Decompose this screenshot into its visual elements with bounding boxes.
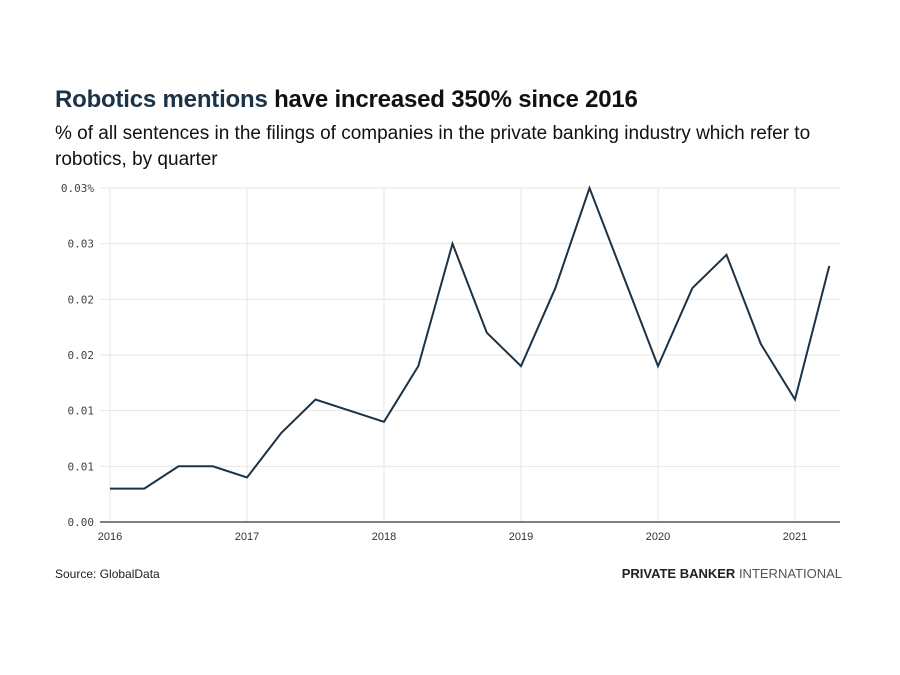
data-point (518, 363, 524, 369)
data-point (244, 474, 250, 480)
data-point (621, 274, 627, 280)
data-point (107, 486, 113, 492)
data-point (347, 408, 353, 414)
data-point (313, 397, 319, 403)
data-point (450, 241, 456, 247)
data-point (826, 263, 832, 269)
x-tick-label: 2019 (509, 531, 533, 543)
x-tick-label: 2017 (235, 531, 259, 543)
y-tick-label: 0.00 (68, 516, 95, 529)
chart-subtitle: % of all sentences in the filings of com… (55, 123, 811, 170)
data-point (210, 463, 216, 469)
data-point (381, 419, 387, 425)
source-note: Source: GlobalData (55, 567, 160, 581)
data-point (552, 285, 558, 291)
data-point (758, 341, 764, 347)
chart-title-accent: Robotics mentions (55, 86, 268, 113)
x-tick-label: 2018 (372, 531, 396, 543)
data-point (278, 430, 284, 436)
x-tick-label: 2016 (98, 531, 122, 543)
y-tick-label: 0.02 (68, 293, 95, 306)
y-tick-label: 0.03% (61, 182, 94, 195)
data-point (415, 363, 421, 369)
x-tick-label: 2021 (783, 531, 807, 543)
data-point (176, 463, 182, 469)
data-point (141, 486, 147, 492)
x-tick-label: 2020 (646, 531, 670, 543)
series-line (110, 185, 831, 490)
y-tick-label: 0.01 (68, 460, 95, 473)
series-group (107, 185, 832, 492)
data-point (689, 285, 695, 291)
brand-logo: PRIVATE BANKER INTERNATIONAL (622, 566, 842, 581)
x-axis: 2016 2017 2018 2019 2020 2021 (98, 521, 840, 543)
y-tick-label: 0.03 (68, 238, 95, 251)
y-tick-label: 0.02 (68, 349, 95, 362)
data-point (724, 252, 730, 258)
y-axis: 0.00 0.01 0.01 0.02 0.02 0.03 0.03% (61, 182, 94, 529)
brand-name-light: INTERNATIONAL (735, 566, 842, 581)
brand-name-bold: PRIVATE BANKER (621, 566, 736, 581)
data-point (484, 330, 490, 336)
chart-title-rest: have increased 350% since 2016 (267, 86, 638, 113)
grid-lines (100, 187, 840, 522)
chart-title: Robotics mentions have increased 350% si… (55, 86, 638, 114)
data-point (587, 185, 593, 191)
data-point (655, 363, 661, 369)
data-point (792, 397, 798, 403)
y-tick-label: 0.01 (68, 405, 95, 418)
